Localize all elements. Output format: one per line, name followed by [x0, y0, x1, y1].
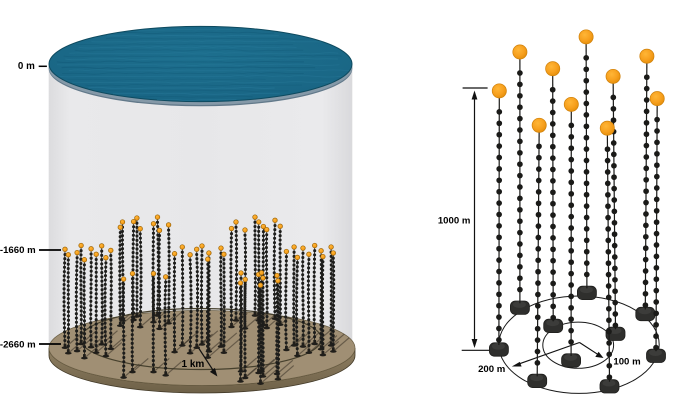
- svg-text:-2660 m: -2660 m: [0, 340, 36, 351]
- svg-text:1 km: 1 km: [182, 359, 205, 370]
- svg-text:0 m: 0 m: [18, 61, 35, 72]
- svg-text:1000 m: 1000 m: [438, 215, 471, 226]
- svg-text:100 m: 100 m: [613, 356, 640, 367]
- svg-text:-1660 m: -1660 m: [0, 245, 36, 256]
- svg-text:200 m: 200 m: [478, 364, 505, 375]
